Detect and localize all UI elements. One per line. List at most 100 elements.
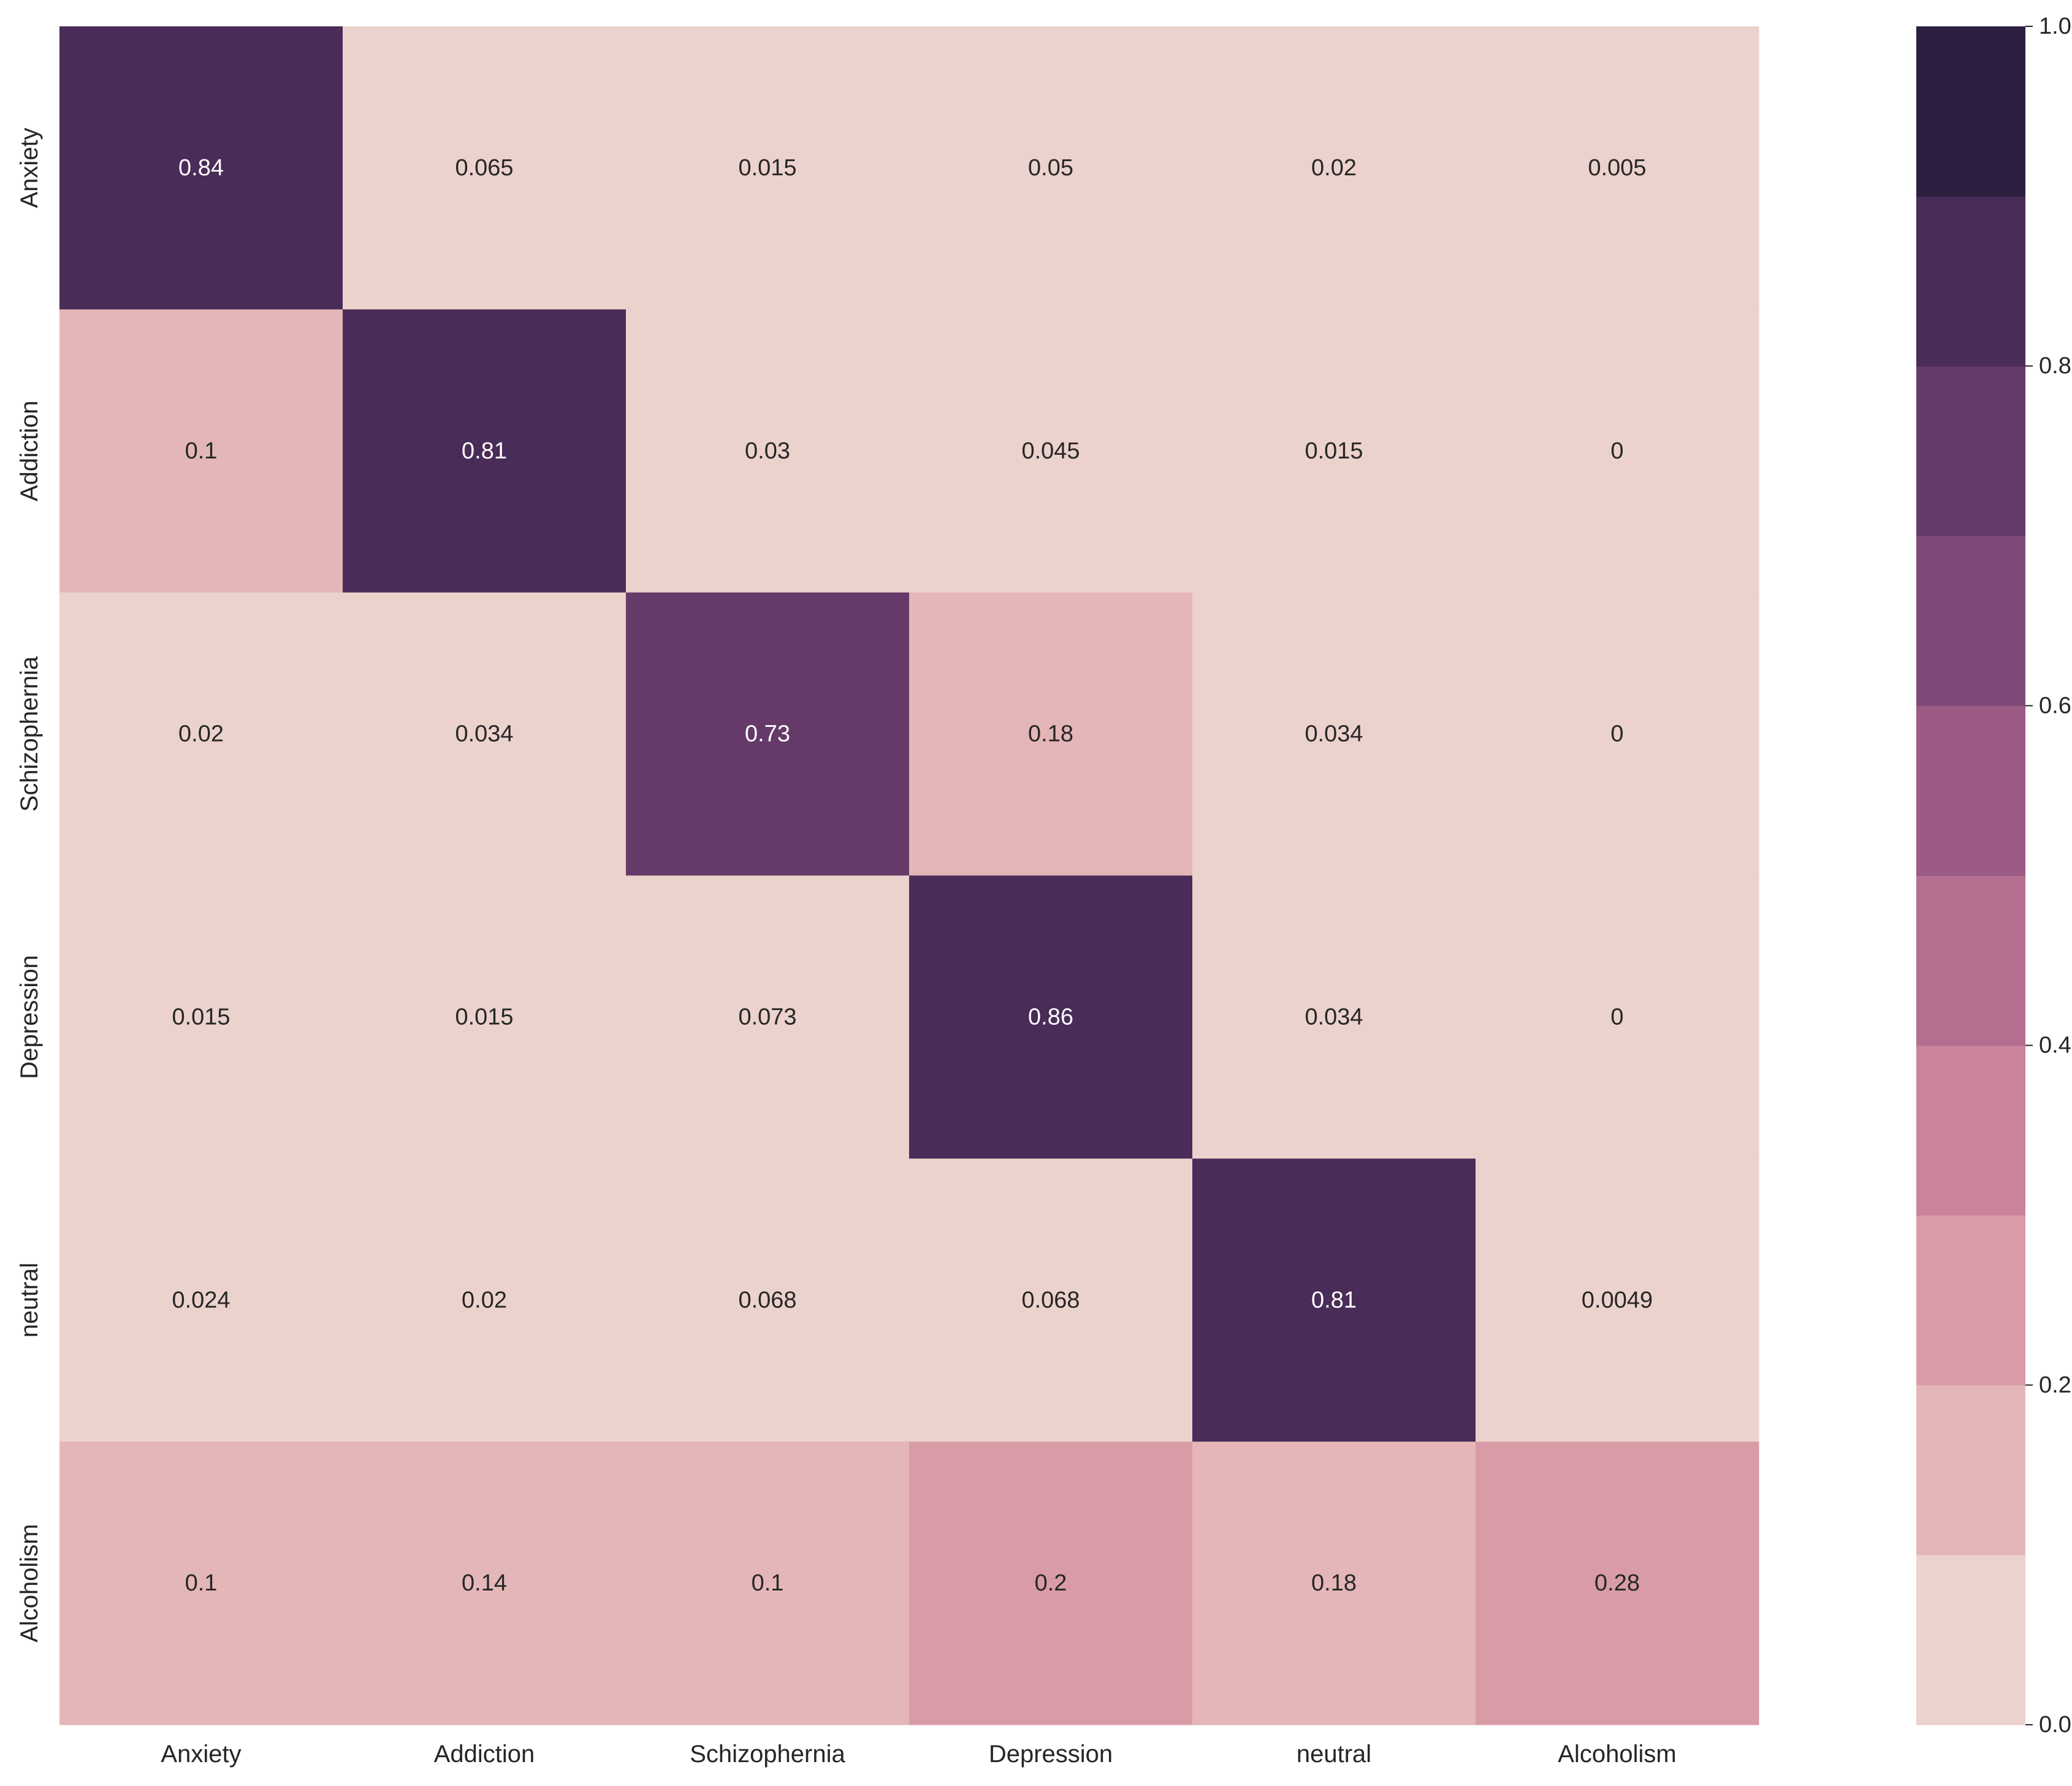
cell-value-label: 0 xyxy=(1610,721,1623,747)
cell-value-label: 0.86 xyxy=(1028,1004,1073,1030)
cell-value-label: 0.02 xyxy=(178,721,224,747)
colorbar-bin xyxy=(1916,1554,2025,1725)
heatmap-value-labels: 0.84 0.065 0.015 0.05 0.02 0.005 0.1 0.81 0.03 0.… xyxy=(172,155,1653,1596)
heatmap-cell xyxy=(626,26,910,310)
heatmap-cell xyxy=(343,309,627,593)
x-tick-label: Depression xyxy=(989,1741,1113,1768)
heatmap-cell xyxy=(626,1442,910,1725)
cell-value-label: 0.14 xyxy=(462,1570,507,1596)
cell-value-label: 0.84 xyxy=(178,155,224,181)
heatmap-cell xyxy=(1192,592,1476,876)
colorbar-tick-label: 0.8 xyxy=(2039,353,2071,379)
colorbar-tick-label: 0.2 xyxy=(2039,1372,2071,1398)
heatmap-cell xyxy=(626,875,910,1159)
heatmap-cell xyxy=(1476,309,1759,593)
colorbar-bin xyxy=(1916,875,2025,1046)
heatmap-cell xyxy=(1476,26,1759,310)
cell-value-label: 0 xyxy=(1610,438,1623,464)
colorbar xyxy=(1916,26,2025,1725)
colorbar-bin xyxy=(1916,196,2025,367)
cell-value-label: 0.28 xyxy=(1594,1570,1640,1596)
heatmap-cell xyxy=(1192,1442,1476,1725)
y-tick-label: Anxiety xyxy=(16,127,43,208)
heatmap-cell xyxy=(909,592,1193,876)
heatmap-cell xyxy=(909,309,1193,593)
heatmap-cell xyxy=(1476,592,1759,876)
cell-value-label: 0.024 xyxy=(172,1287,230,1313)
cell-value-label: 0.068 xyxy=(738,1287,796,1313)
cell-value-label: 0.18 xyxy=(1311,1570,1357,1596)
colorbar-bin xyxy=(1916,1045,2025,1216)
x-tick-label: Schizophernia xyxy=(690,1741,845,1768)
cell-value-label: 0.18 xyxy=(1028,721,1073,747)
y-tick-label: neutral xyxy=(16,1263,43,1337)
heatmap-cell xyxy=(59,309,343,593)
colorbar-bin xyxy=(1916,1385,2025,1556)
y-axis-tick-labels: Anxiety Addiction Schizophernia Depression n… xyxy=(16,127,43,1642)
cell-value-label: 0.015 xyxy=(738,155,796,181)
colorbar-tick-label: 0.0 xyxy=(2039,1712,2071,1738)
heatmap-cell xyxy=(909,1158,1193,1442)
heatmap-cell xyxy=(1476,1158,1759,1442)
heatmap-cell xyxy=(909,26,1193,310)
heatmap-cell xyxy=(343,1158,627,1442)
cell-value-label: 0.03 xyxy=(745,438,790,464)
heatmap-cell xyxy=(343,26,627,310)
heatmap-cell xyxy=(343,875,627,1159)
cell-value-label: 0.73 xyxy=(745,721,790,747)
colorbar-bin xyxy=(1916,26,2025,197)
colorbar-bin xyxy=(1916,366,2025,536)
heatmap-cell xyxy=(1192,309,1476,593)
cell-value-label: 0.1 xyxy=(752,1570,784,1596)
y-tick-label: Schizophernia xyxy=(16,656,43,811)
heatmap-cell xyxy=(1192,875,1476,1159)
heatmap-cell xyxy=(59,592,343,876)
heatmap-cell xyxy=(909,1442,1193,1725)
heatmap-cell xyxy=(626,592,910,876)
heatmap-cell xyxy=(909,875,1193,1159)
colorbar-tick-label: 0.4 xyxy=(2039,1033,2071,1058)
cell-value-label: 0.045 xyxy=(1021,438,1080,464)
y-tick-label: Addiction xyxy=(16,400,43,501)
x-tick-label: neutral xyxy=(1297,1741,1371,1768)
cell-value-label: 0.034 xyxy=(1305,721,1363,747)
cell-value-label: 0.034 xyxy=(1305,1004,1363,1030)
cell-value-label: 0.81 xyxy=(462,438,507,464)
heatmap-cell xyxy=(1476,1442,1759,1725)
x-tick-label: Anxiety xyxy=(161,1741,241,1768)
cell-value-label: 0.073 xyxy=(738,1004,796,1030)
heatmap-cell xyxy=(1192,1158,1476,1442)
cell-value-label: 0.005 xyxy=(1588,155,1646,181)
cell-value-label: 0.02 xyxy=(462,1287,507,1313)
cell-value-label: 0.015 xyxy=(455,1004,513,1030)
cell-value-label: 0.065 xyxy=(455,155,513,181)
heatmap-cell xyxy=(343,592,627,876)
cell-value-label: 0.068 xyxy=(1021,1287,1080,1313)
cell-value-label: 0.034 xyxy=(455,721,513,747)
y-tick-label: Depression xyxy=(16,955,43,1079)
cell-value-label: 0.2 xyxy=(1035,1570,1067,1596)
cell-value-label: 0.02 xyxy=(1311,155,1357,181)
cell-value-label: 0.015 xyxy=(1305,438,1363,464)
cell-value-label: 0.0049 xyxy=(1582,1287,1653,1313)
colorbar-tick-labels: 0.0 0.2 0.4 0.6 0.8 1.0 xyxy=(2025,13,2071,1738)
colorbar-bin xyxy=(1916,536,2025,706)
heatmap-cell xyxy=(59,26,343,310)
cell-value-label: 0.1 xyxy=(185,1570,218,1596)
colorbar-bin xyxy=(1916,705,2025,876)
cell-value-label: 0.05 xyxy=(1028,155,1073,181)
x-axis-tick-labels: Anxiety Addiction Schizophernia Depression n… xyxy=(161,1741,1676,1768)
colorbar-tick-label: 0.6 xyxy=(2039,693,2071,718)
heatmap-cell xyxy=(1192,26,1476,310)
cell-value-label: 0.015 xyxy=(172,1004,230,1030)
cell-value-label: 0.81 xyxy=(1311,1287,1357,1313)
heatmap-cell xyxy=(59,1158,343,1442)
x-tick-label: Alcoholism xyxy=(1558,1741,1676,1768)
heatmap-cell xyxy=(1476,875,1759,1159)
colorbar-bin xyxy=(1916,1215,2025,1386)
cell-value-label: 0 xyxy=(1610,1004,1623,1030)
heatmap-cells xyxy=(59,26,1759,1725)
heatmap-cell xyxy=(59,875,343,1159)
heatmap-cell xyxy=(626,1158,910,1442)
